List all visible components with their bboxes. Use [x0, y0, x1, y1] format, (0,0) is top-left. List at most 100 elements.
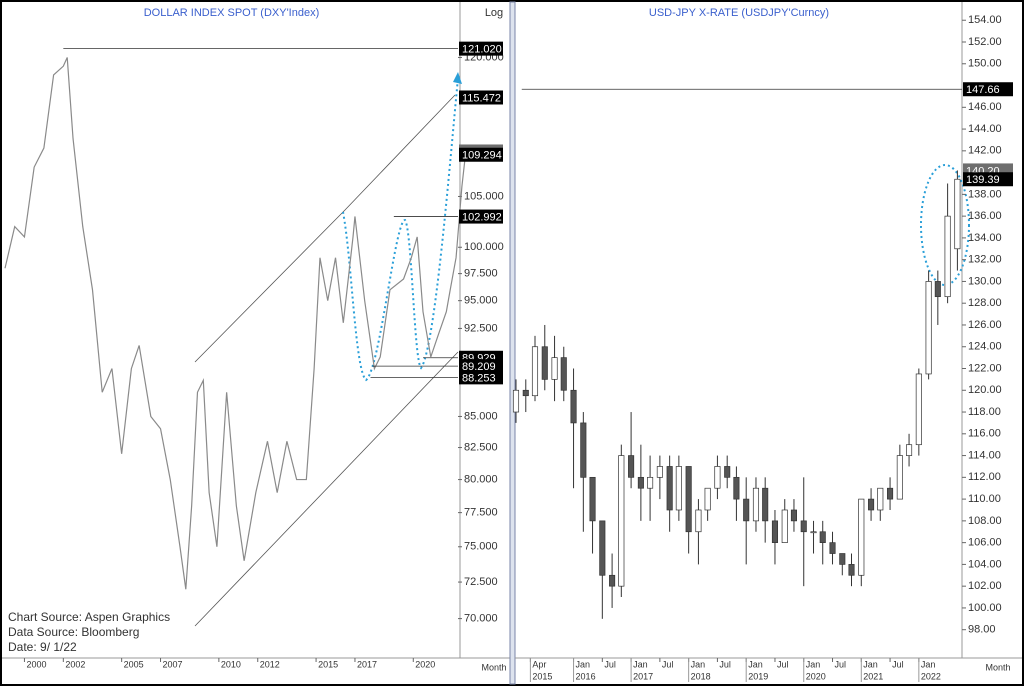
price-tag-label: 139.39 [966, 174, 1000, 186]
y-tick-label: 122.00 [968, 362, 1002, 374]
divider [509, 1, 516, 685]
y-tick-label: 142.00 [968, 145, 1002, 157]
y-tick-label: 72.500 [464, 576, 498, 588]
y-tick-label: 104.00 [968, 558, 1002, 570]
candle-body [704, 487, 711, 511]
candle-body [733, 476, 740, 500]
x-tick-label: Jan [806, 659, 821, 669]
candle-body [877, 487, 884, 511]
y-tick-label: 128.00 [968, 297, 1002, 309]
candle-body [829, 542, 836, 554]
source-note: Date: 9/ 1/22 [8, 640, 77, 654]
candle-body [685, 466, 692, 533]
x-tick-label: Jul [719, 659, 731, 669]
trend-line [194, 351, 459, 627]
y-tick-label: 150.00 [968, 58, 1002, 70]
candle-body [628, 455, 635, 478]
candle-body [599, 520, 606, 576]
source-note: Chart Source: Aspen Graphics [8, 610, 170, 624]
x-tick-label: Jul [892, 659, 904, 669]
x-tick-label: Jul [604, 659, 616, 669]
candle-body [695, 509, 702, 533]
y-tick-label: 138.00 [968, 188, 1002, 200]
candle-body [752, 487, 760, 522]
candle-body [666, 466, 673, 511]
candle-body [839, 553, 846, 565]
candle-body [570, 389, 577, 424]
source-note: Data Source: Bloomberg [8, 625, 139, 639]
candle-body [512, 389, 520, 413]
y-tick-label: 154.00 [968, 14, 1002, 26]
candle-body [656, 466, 663, 478]
price-tag [459, 359, 503, 374]
x-tick-label: 2005 [124, 659, 144, 669]
candle-body [589, 476, 596, 522]
y-tick-label: 80.000 [464, 473, 498, 485]
x-tick-label: Jan [863, 659, 878, 669]
x-tick-year-label: 2022 [921, 671, 941, 681]
price-tag-label: 88.253 [462, 372, 496, 384]
y-tick-label: 130.00 [968, 275, 1002, 287]
candle-body [724, 466, 731, 478]
y-tick-label: 82.500 [464, 441, 498, 453]
candle-body [934, 281, 941, 298]
candle-body [551, 357, 558, 380]
price-tag [459, 209, 503, 224]
candle-body [915, 373, 922, 446]
candle-body [858, 498, 865, 576]
candle-body [609, 574, 616, 587]
y-tick-label: 102.00 [968, 580, 1002, 592]
price-tag [459, 90, 503, 105]
x-tick-year-label: 2019 [748, 671, 768, 681]
chart-title: USD-JPY X-RATE (USDJPY'Curncy) [649, 7, 829, 19]
x-tick-label: Jan [576, 659, 591, 669]
y-axis-label: Log [485, 7, 503, 19]
y-tick-label: 106.00 [968, 537, 1002, 549]
y-tick-label: 110.00 [968, 493, 1001, 505]
x-tick-label: Jan [921, 659, 936, 669]
y-tick-label: 116.00 [968, 428, 1001, 440]
x-axis-label: Month [481, 662, 506, 672]
y-tick-label: 85.000 [464, 410, 498, 422]
x-tick-label: 2002 [65, 659, 85, 669]
x-tick-label: 2010 [221, 659, 241, 669]
candle-body [896, 455, 903, 500]
y-tick-label: 108.00 [968, 515, 1002, 527]
y-tick-label: 126.00 [968, 319, 1002, 331]
x-tick-label: 2020 [415, 659, 435, 669]
candle-body [743, 498, 750, 522]
candle-body [637, 476, 644, 489]
candle-body [647, 476, 654, 489]
candle-body [771, 520, 779, 543]
candle-body [800, 520, 807, 533]
candle-body [810, 531, 817, 534]
y-tick-label: 134.00 [968, 232, 1002, 244]
y-tick-label: 120.00 [968, 384, 1002, 396]
candle-body [790, 509, 797, 522]
price-tag-label: 109.294 [462, 150, 502, 162]
candle-body [925, 281, 932, 375]
price-tag-label: 121.020 [462, 44, 502, 56]
y-tick-label: 146.00 [968, 101, 1002, 113]
x-tick-label: Jan [691, 659, 706, 669]
x-tick-label: Jul [777, 659, 789, 669]
projection-arrow [453, 72, 462, 84]
y-tick-label: 152.00 [968, 36, 1002, 48]
candle-body [560, 357, 567, 391]
y-tick-label: 97.500 [464, 268, 498, 280]
candle-body [887, 487, 894, 500]
x-tick-year-label: 2017 [633, 671, 653, 681]
x-tick-label: 2007 [163, 659, 183, 669]
candle-body [781, 509, 788, 543]
y-tick-label: 70.000 [464, 613, 498, 625]
y-tick-label: 100.000 [464, 241, 504, 253]
candle-body [762, 487, 769, 522]
highlight-ellipse [920, 164, 970, 286]
y-tick-label: 112.00 [968, 471, 1001, 483]
price-line [4, 57, 467, 590]
x-tick-label: Jan [748, 659, 763, 669]
x-tick-label: Apr [532, 659, 546, 669]
y-tick-label: 114.00 [968, 449, 1001, 461]
y-tick-label: 98.00 [968, 624, 996, 636]
